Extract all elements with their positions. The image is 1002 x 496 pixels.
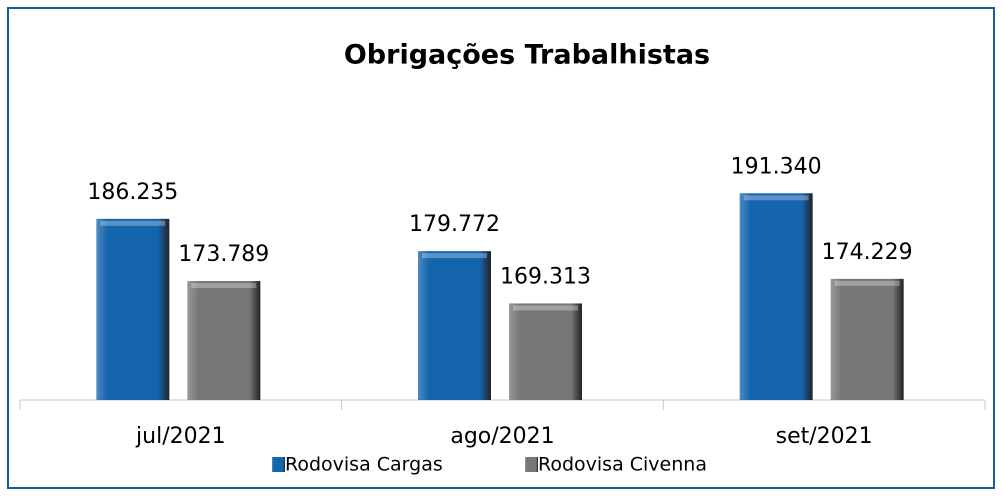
legend-label: Rodovisa Civenna (538, 454, 707, 476)
legend-swatch (272, 457, 285, 472)
bar (830, 278, 904, 400)
x-tick-label: set/2021 (776, 424, 873, 449)
bar-bevel (834, 280, 900, 286)
value-label: 169.313 (500, 264, 591, 289)
value-label: 186.235 (87, 180, 178, 205)
chart-border (7, 7, 995, 489)
bar (739, 193, 813, 400)
bar-bevel (100, 220, 166, 226)
value-label: 174.229 (822, 240, 913, 265)
value-label: 191.340 (731, 154, 822, 179)
chart-title: Obrigações Trabalhistas (344, 40, 710, 71)
bar (96, 218, 170, 400)
bar (187, 281, 261, 400)
legend-swatch (525, 457, 538, 472)
bar-bevel (743, 195, 809, 201)
bar (418, 251, 491, 400)
x-tick-label: ago/2021 (450, 424, 554, 449)
bar-bevel (191, 283, 257, 289)
value-label: 179.772 (409, 212, 500, 237)
value-label: 173.789 (178, 242, 269, 267)
legend-label: Rodovisa Cargas (285, 454, 443, 476)
bar (509, 303, 582, 400)
bar-bevel (513, 305, 578, 311)
bar-bevel (422, 253, 487, 259)
x-tick-label: jul/2021 (135, 424, 226, 449)
